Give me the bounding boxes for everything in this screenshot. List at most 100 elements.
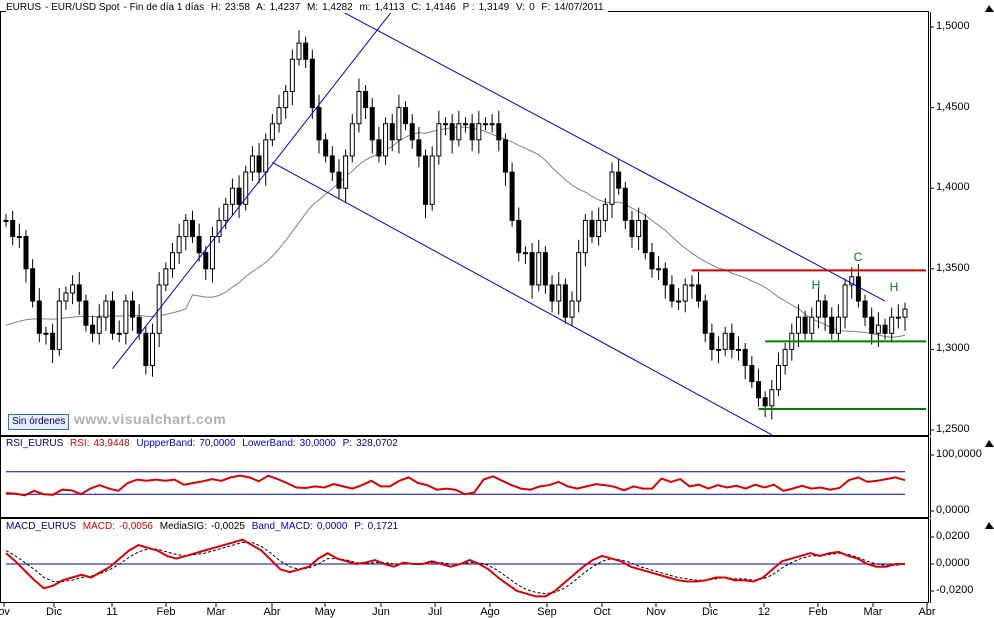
time-axis-label: Abr: [918, 606, 936, 618]
price-candle-body: [849, 276, 855, 286]
close-value: 1,4146: [425, 2, 456, 13]
macd-line: [5, 538, 905, 598]
price-candle-body: [729, 332, 735, 350]
time-axis-label: 11: [106, 606, 118, 618]
macd-axis-label: -0,0200: [936, 584, 974, 596]
price-candle-body: [629, 219, 635, 238]
price-candle-body: [835, 316, 841, 334]
p-value: 1,3149: [478, 2, 510, 13]
price-candle-body: [456, 123, 462, 141]
price-candle-body: [90, 324, 96, 334]
lower-band-value: 30,0000: [299, 438, 336, 449]
price-candle-body: [842, 284, 848, 318]
price-candle-body: [236, 187, 242, 205]
price-candle-body: [562, 284, 568, 318]
price-candle-body: [609, 171, 615, 205]
price-candle-body: [689, 284, 695, 287]
time-axis-label: Sep: [537, 606, 557, 618]
price-candle-body: [243, 171, 249, 205]
upper-band-label: UppperBand:: [136, 438, 196, 449]
price-candle-body: [462, 123, 468, 126]
orders-button[interactable]: Sin órdenes: [8, 414, 70, 430]
price-candle-body: [130, 300, 136, 318]
price-candle-body: [782, 348, 788, 367]
price-candle-body: [203, 252, 209, 270]
price-candle-body: [742, 348, 748, 367]
price-candle-body: [649, 252, 655, 270]
price-candle-body: [56, 300, 62, 350]
period-text: Fin de día 1 días: [129, 2, 205, 13]
price-candle-body: [30, 268, 36, 302]
price-candle-body: [263, 139, 269, 173]
price-candle-body: [403, 107, 409, 125]
annotation-c: C: [854, 250, 863, 264]
price-scale-arrow: [985, 5, 994, 12]
price-candle-body: [249, 155, 255, 173]
signal-value: -0,0025: [210, 521, 245, 532]
price-candle-body: [882, 324, 888, 334]
price-candle-body: [176, 236, 182, 254]
price-candle-body: [662, 268, 668, 286]
annotation-h-right: H: [890, 280, 899, 294]
price-candle-body: [229, 187, 235, 205]
price-candle-body: [269, 123, 275, 141]
moving-average-line: [5, 126, 906, 338]
rsi-value: 43,9448: [93, 438, 130, 449]
time-axis-label: Ago: [480, 606, 500, 618]
price-candle-body: [702, 300, 708, 334]
price-candle-body: [582, 219, 588, 254]
price-axis-label: 1,5000: [936, 20, 970, 32]
macd-name: MACD_EURUS: [6, 521, 77, 532]
price-candle-body: [3, 219, 9, 222]
price-candle-body: [136, 316, 142, 334]
price-candle-body: [429, 155, 435, 205]
macd-axis-label: 0,0200: [936, 530, 970, 542]
price-candle-body: [589, 219, 595, 238]
low-value: 1,4113: [374, 2, 405, 13]
macd-axis-label: 0,0000: [936, 557, 970, 569]
price-candle-body: [216, 219, 222, 238]
price-candle-body: [696, 284, 702, 302]
price-candle-body: [775, 365, 781, 391]
price-candle-body: [256, 155, 262, 173]
time-axis-label: Feb: [808, 606, 828, 618]
price-candle-body: [482, 123, 488, 126]
price-candle-body: [855, 276, 861, 302]
price-candle-body: [516, 219, 522, 254]
rsi-line: [5, 474, 906, 497]
price-candle-body: [469, 123, 475, 141]
channel-lower-line: [272, 161, 773, 436]
macd-p-label: P:: [354, 521, 364, 532]
time-axis-label: Feb: [156, 606, 176, 618]
price-candle-body: [889, 316, 895, 334]
price-candle-body: [103, 300, 109, 318]
p-label: P :: [462, 2, 475, 13]
price-candle-body: [363, 90, 369, 109]
instrument-name: EUR/USD Spot: [51, 2, 120, 13]
price-axis-label: 1,4000: [936, 181, 970, 194]
price-candle-body: [369, 107, 375, 141]
price-candle-body: [529, 252, 535, 286]
price-candle-body: [143, 332, 149, 367]
rsi-scale-arrow: [985, 440, 994, 447]
price-candle-body: [183, 219, 189, 238]
price-candle-body: [509, 171, 515, 221]
price-candle-body: [349, 123, 355, 157]
upper-band-value: 70,0000: [199, 438, 236, 449]
band-macd-value: 0,0000: [316, 521, 348, 532]
price-candle-body: [303, 42, 309, 60]
price-candle-body: [875, 324, 881, 334]
price-candle-body: [43, 332, 49, 335]
low-label: m:: [359, 2, 371, 13]
price-candle-body: [336, 171, 342, 189]
price-candle-body: [749, 365, 755, 383]
hour-label: H:: [210, 2, 221, 13]
price-candle-body: [443, 123, 449, 126]
open-label: A:: [256, 2, 266, 13]
price-candle-body: [110, 300, 116, 334]
rsi-panel-frame: [0, 436, 929, 518]
support-trend-line: [112, 10, 393, 370]
time-axis-label: Jun: [372, 606, 390, 618]
price-candle-body: [169, 252, 175, 270]
